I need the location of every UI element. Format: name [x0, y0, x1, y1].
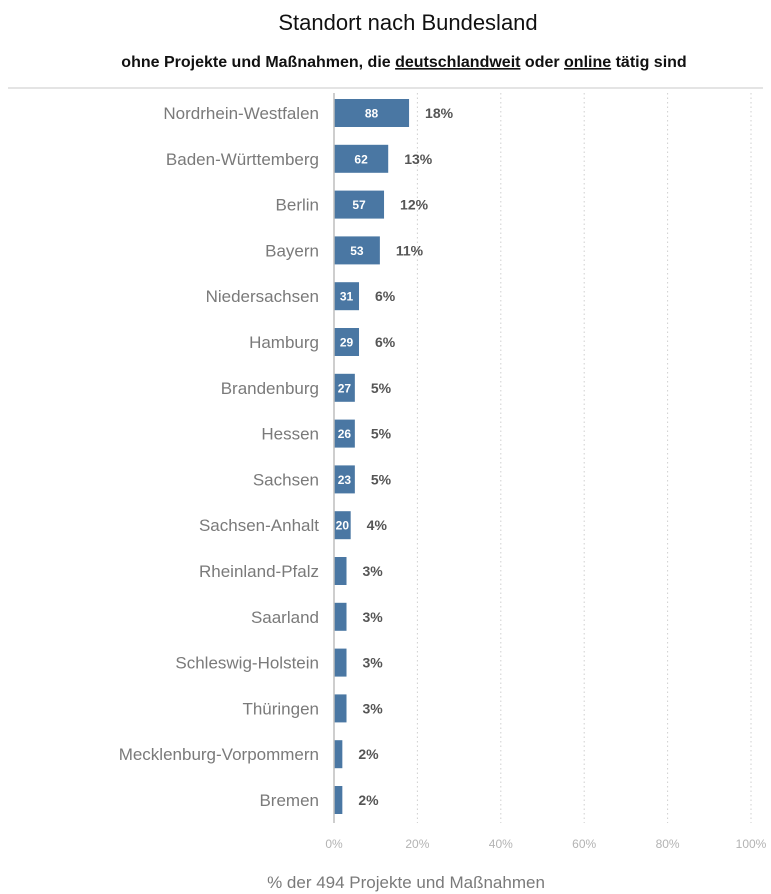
category-label: Niedersachsen — [206, 287, 319, 306]
category-label: Berlin — [276, 196, 319, 215]
bar-percent-label: 5% — [371, 426, 392, 442]
category-label: Hessen — [261, 425, 319, 444]
bar-row: Thüringen 3% — [242, 694, 384, 723]
category-label: Hamburg — [249, 333, 319, 352]
bar-percent-label: 3% — [363, 563, 384, 579]
bar-row: Bremen 2% — [259, 786, 379, 814]
x-tick-label: 60% — [572, 837, 596, 851]
bar — [334, 602, 347, 631]
bar-percent-label: 2% — [358, 746, 379, 762]
subtitle-underlined-1: deutschlandweit — [395, 54, 521, 71]
bar-count-label: 57 — [352, 198, 366, 212]
category-label: Mecklenburg-Vorpommern — [119, 745, 319, 764]
bar — [334, 99, 410, 127]
category-label: Sachsen-Anhalt — [199, 516, 319, 535]
bar-count-label: 53 — [350, 244, 364, 258]
bar-percent-label: 3% — [363, 609, 384, 625]
bar — [334, 419, 355, 448]
bar-row: Nordrhein-Westfalen 88 18% — [163, 99, 454, 127]
bar-count-label: 29 — [340, 336, 354, 350]
bar-row: Saarland 3% — [251, 602, 384, 631]
bar-percent-label: 2% — [358, 792, 379, 808]
x-axis-label: % der 494 Projekte und Maßnahmen — [267, 873, 545, 892]
x-tick-label: 80% — [656, 837, 680, 851]
grid-lines — [416, 93, 752, 823]
bar — [334, 694, 347, 723]
bar — [334, 144, 389, 173]
category-label: Schleswig-Holstein — [175, 654, 319, 673]
subtitle-part-1: ohne Projekte und Maßnahmen, die — [121, 54, 395, 71]
x-tick-label: 40% — [489, 837, 513, 851]
subtitle-part-3: tätig sind — [611, 54, 687, 71]
bar-count-label: 20 — [336, 519, 350, 533]
bar-percent-label: 11% — [396, 242, 424, 258]
x-tick-label: 100% — [736, 837, 767, 851]
bar-count-label: 31 — [340, 290, 354, 304]
bar — [334, 648, 347, 677]
bar-percent-label: 6% — [375, 288, 396, 304]
bar-row: Berlin 57 12% — [276, 190, 429, 219]
bar-row: Mecklenburg-Vorpommern 2% — [119, 740, 379, 769]
bar-count-label: 27 — [338, 381, 352, 395]
category-label: Saarland — [251, 608, 319, 627]
bar — [334, 236, 380, 265]
category-label: Brandenburg — [221, 379, 319, 398]
bar — [334, 786, 343, 814]
bar — [334, 328, 360, 356]
bar-row: Schleswig-Holstein 3% — [175, 648, 384, 677]
bar — [334, 465, 355, 494]
category-label: Bremen — [259, 791, 319, 810]
bar — [334, 511, 351, 540]
bar-count-label: 62 — [354, 152, 368, 166]
chart-subtitle: ohne Projekte und Maßnahmen, die deutsch… — [121, 54, 686, 71]
bar-count-label: 88 — [365, 107, 379, 121]
subtitle-underlined-2: online — [564, 54, 611, 71]
bar — [334, 740, 343, 769]
bars: Nordrhein-Westfalen 88 18% Baden-Württember… — [119, 93, 454, 823]
category-label: Rheinland-Pfalz — [199, 562, 319, 581]
bar-percent-label: 5% — [371, 380, 392, 396]
category-label: Thüringen — [242, 699, 319, 718]
bar — [334, 282, 360, 311]
bar-row: Sachsen-Anhalt 20 4% — [199, 511, 388, 540]
bar-count-label: 23 — [338, 473, 352, 487]
bar-row: Rheinland-Pfalz 3% — [199, 557, 383, 585]
bar-row: Brandenburg 27 5% — [221, 373, 392, 402]
bar-percent-label: 12% — [400, 197, 429, 213]
x-axis-ticks: 0% 20% 40% 60% 80% 100% — [325, 837, 766, 851]
bar-count-label: 26 — [338, 427, 352, 441]
bar-row: Bayern 53 11% — [265, 236, 424, 265]
bar — [334, 373, 355, 402]
category-label: Bayern — [265, 241, 319, 260]
bar-percent-label: 5% — [371, 471, 392, 487]
bar — [334, 557, 347, 585]
bar-percent-label: 6% — [375, 334, 396, 350]
x-tick-label: 20% — [405, 837, 429, 851]
bar-percent-label: 3% — [363, 655, 384, 671]
bar-row: Sachsen 23 5% — [253, 465, 392, 494]
category-label: Baden-Württemberg — [166, 150, 319, 169]
chart-title: Standort nach Bundesland — [278, 10, 537, 35]
bar-percent-label: 3% — [363, 700, 384, 716]
bar-percent-label: 4% — [367, 517, 388, 533]
bar — [334, 190, 385, 219]
bar-row: Hamburg 29 6% — [249, 328, 396, 356]
bar-percent-label: 13% — [404, 151, 433, 167]
category-label: Sachsen — [253, 470, 319, 489]
bar-row: Baden-Württemberg 62 13% — [166, 144, 433, 173]
x-tick-label: 0% — [325, 837, 343, 851]
bar-percent-label: 18% — [425, 105, 454, 121]
bar-row: Hessen 26 5% — [261, 419, 392, 448]
subtitle-part-2: oder — [520, 54, 564, 71]
bar-row: Niedersachsen 31 6% — [206, 282, 396, 311]
category-label: Nordrhein-Westfalen — [163, 104, 319, 123]
